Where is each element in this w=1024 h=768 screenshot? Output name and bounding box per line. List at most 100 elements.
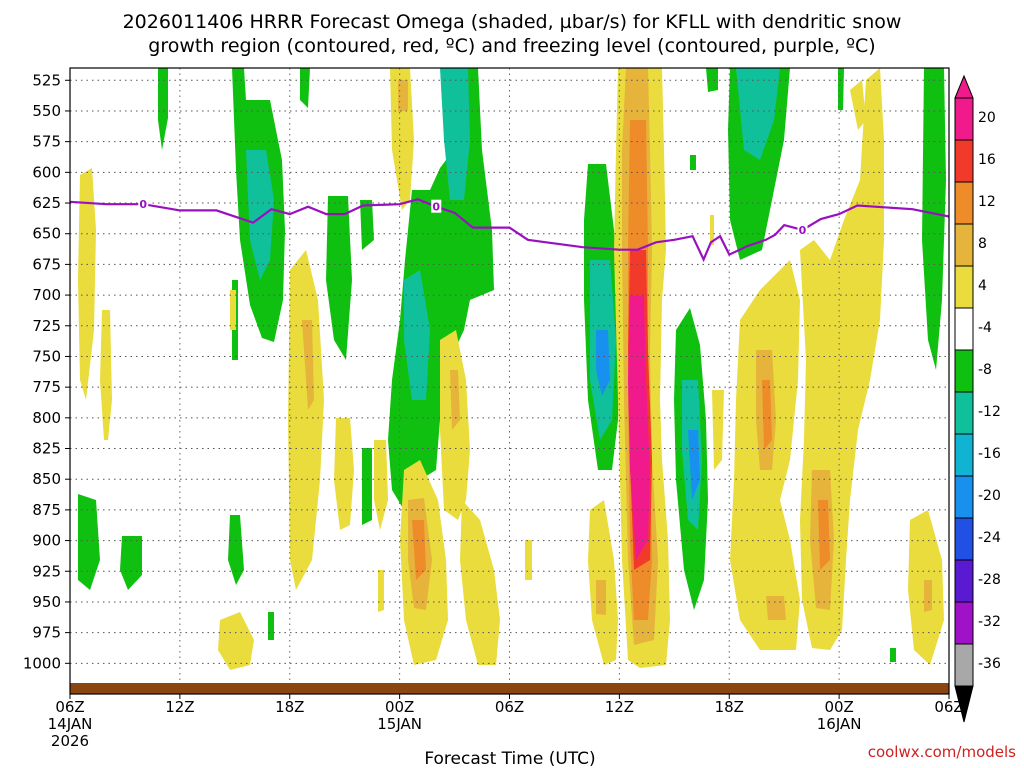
omega-updraft-region <box>398 80 408 112</box>
colorbar-label: -16 <box>978 446 1001 462</box>
colorbar-label: -20 <box>978 488 1001 504</box>
omega-downdraft-region <box>736 68 780 160</box>
omega-downdraft-region <box>300 68 310 108</box>
colorbar-swatch <box>954 97 974 141</box>
y-tick-label: 800 <box>32 409 61 427</box>
omega-updraft-region <box>712 390 724 470</box>
omega-updraft-region <box>450 370 460 430</box>
freezing-level-label-bg <box>431 199 442 213</box>
watermark: coolwx.com/models <box>868 743 1016 761</box>
colorbar-swatch <box>954 139 974 183</box>
omega-updraft-region <box>412 520 426 580</box>
omega-downdraft-region <box>440 68 470 200</box>
omega-updraft-region <box>850 80 866 130</box>
colorbar-swatch <box>954 559 974 603</box>
omega-downdraft-region <box>596 330 610 396</box>
x-tick-label: 18Z <box>715 698 744 716</box>
colorbar-bottom-arrow <box>954 685 974 723</box>
omega-downdraft-region <box>228 515 244 585</box>
colorbar-swatch <box>954 433 974 477</box>
omega-updraft-region <box>762 380 772 450</box>
colorbar-swatch <box>954 223 974 267</box>
omega-downdraft-region <box>120 536 142 590</box>
omega-updraft-region <box>302 320 314 410</box>
y-tick-label: 975 <box>32 624 61 642</box>
omega-downdraft-region <box>246 150 274 280</box>
y-tick-label: 850 <box>32 470 61 488</box>
y-tick-label: 750 <box>32 347 61 365</box>
omega-downdraft-region <box>838 68 844 110</box>
omega-downdraft-region <box>268 612 274 640</box>
x-tick-date: 14JAN <box>48 715 93 733</box>
omega-updraft-region <box>334 418 354 530</box>
omega-updraft-region <box>818 500 830 570</box>
y-tick-label: 775 <box>32 378 61 396</box>
omega-downdraft-region <box>158 68 168 150</box>
y-tick-label: 900 <box>32 532 61 550</box>
colorbar-label: -8 <box>978 362 992 378</box>
colorbar-label: -32 <box>978 614 1001 630</box>
colorbar-top-arrow <box>954 74 974 99</box>
omega-updraft-region <box>78 168 96 400</box>
colorbar-swatch <box>954 265 974 309</box>
colorbar-label: -36 <box>978 656 1001 672</box>
x-tick-label: 06Z <box>495 698 524 716</box>
y-tick-label: 950 <box>32 593 61 611</box>
freezing-level-label: 0 <box>799 224 807 237</box>
chart-title-line-2: growth region (contoured, red, ºC) and f… <box>148 35 875 57</box>
grid-lines <box>70 68 949 694</box>
x-tick-label: 06Z <box>55 698 84 716</box>
freezing-level-label-bg <box>797 223 808 237</box>
x-tick-date: 15JAN <box>377 715 422 733</box>
omega-downdraft-region <box>78 494 100 590</box>
colorbar-label: 12 <box>978 194 996 210</box>
colorbar-swatch <box>954 181 974 225</box>
colorbar-label: 16 <box>978 152 996 168</box>
y-tick-label: 525 <box>32 71 61 89</box>
omega-updraft-region <box>710 215 714 245</box>
omega-downdraft-region <box>362 448 372 525</box>
omega-updraft-region <box>218 612 254 670</box>
colorbar-label: -12 <box>978 404 1001 420</box>
omega-updraft-region <box>288 250 324 590</box>
omega-shading <box>78 68 946 670</box>
y-tick-label: 700 <box>32 286 61 304</box>
omega-downdraft-region <box>890 648 896 662</box>
y-tick-label: 625 <box>32 194 61 212</box>
freezing-level-line <box>70 198 949 263</box>
y-tick-label: 575 <box>32 133 61 151</box>
x-tick-label: 00Z <box>385 698 414 716</box>
omega-downdraft-region <box>922 68 946 370</box>
colorbar-swatch <box>954 307 974 351</box>
y-axis: 525 550 575 600 625 650 675 700 725 750 775 800 825 8… <box>23 71 70 672</box>
omega-downdraft-region <box>688 430 700 500</box>
omega-downdraft-region <box>706 68 718 92</box>
y-tick-label: 825 <box>32 440 61 458</box>
x-tick-label: 00Z <box>824 698 853 716</box>
omega-updraft-region <box>596 580 606 615</box>
colorbar-label: 8 <box>978 236 987 252</box>
omega-updraft-region <box>374 440 388 530</box>
y-tick-label: 600 <box>32 163 61 181</box>
x-tick-label: 18Z <box>275 698 304 716</box>
plot-area: 0 0 0 <box>70 68 949 694</box>
omega-updraft-region <box>230 290 236 330</box>
x-tick-label: 12Z <box>605 698 634 716</box>
y-tick-label: 675 <box>32 255 61 273</box>
colorbar-label: 4 <box>978 278 987 294</box>
colorbar-swatch <box>954 349 974 393</box>
colorbar-swatch <box>954 391 974 435</box>
omega-updraft-region <box>378 570 384 612</box>
surface-terrain <box>70 683 949 694</box>
freezing-level-label-bg <box>138 197 149 211</box>
colorbar-label: -4 <box>978 320 992 336</box>
omega-downdraft-region <box>690 155 696 170</box>
omega-updraft-region <box>100 310 112 440</box>
x-axis-label: Forecast Time (UTC) <box>424 749 595 768</box>
y-tick-label: 725 <box>32 317 61 335</box>
omega-updraft-region <box>766 596 786 620</box>
freezing-level-label: 0 <box>139 198 147 211</box>
colorbar-label: -24 <box>978 530 1001 546</box>
